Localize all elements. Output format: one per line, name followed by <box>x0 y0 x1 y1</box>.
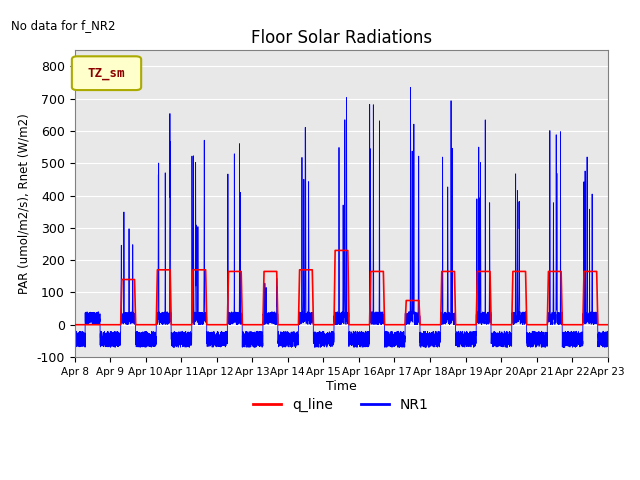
FancyBboxPatch shape <box>72 56 141 90</box>
Legend: q_line, NR1: q_line, NR1 <box>248 392 435 418</box>
Text: No data for f_NR2: No data for f_NR2 <box>10 19 115 32</box>
Y-axis label: PAR (umol/m2/s), Rnet (W/m2): PAR (umol/m2/s), Rnet (W/m2) <box>18 113 31 294</box>
X-axis label: Time: Time <box>326 380 356 393</box>
Text: TZ_sm: TZ_sm <box>88 67 125 80</box>
Title: Floor Solar Radiations: Floor Solar Radiations <box>250 29 431 47</box>
